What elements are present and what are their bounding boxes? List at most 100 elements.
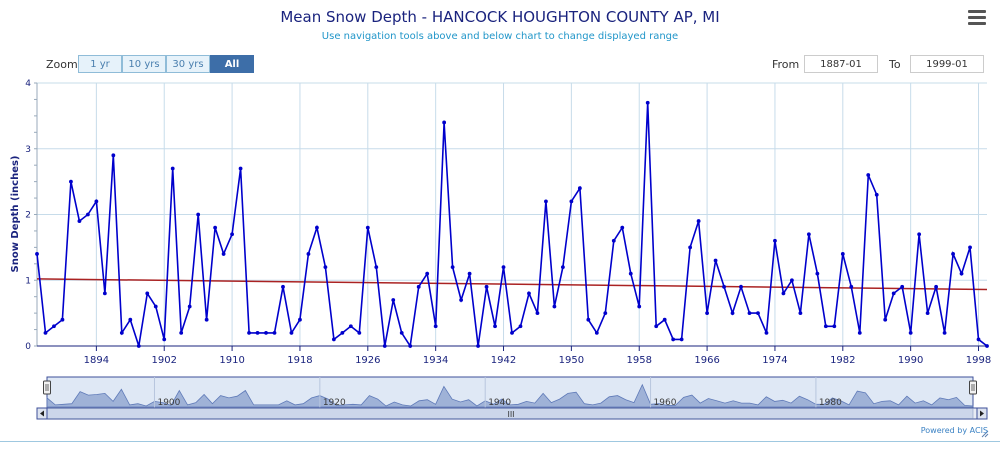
data-point[interactable] xyxy=(408,344,413,348)
data-point[interactable] xyxy=(959,271,964,276)
data-point[interactable] xyxy=(594,330,599,335)
data-point[interactable] xyxy=(272,330,277,335)
data-point[interactable] xyxy=(459,298,464,302)
data-point[interactable] xyxy=(527,291,531,296)
data-point[interactable] xyxy=(196,212,201,217)
data-point[interactable] xyxy=(866,173,871,177)
data-point[interactable] xyxy=(790,278,794,283)
data-point[interactable] xyxy=(773,238,777,243)
data-point[interactable] xyxy=(281,284,285,289)
data-point[interactable] xyxy=(204,317,209,322)
data-point[interactable] xyxy=(891,291,896,296)
data-point[interactable] xyxy=(179,330,184,335)
data-point[interactable] xyxy=(781,291,786,296)
data-point[interactable] xyxy=(637,304,642,309)
data-point[interactable] xyxy=(501,265,506,269)
data-point[interactable] xyxy=(654,324,659,329)
data-point[interactable] xyxy=(976,337,981,342)
data-point[interactable] xyxy=(679,337,684,342)
data-point[interactable] xyxy=(840,252,845,256)
data-point[interactable] xyxy=(535,311,540,316)
data-point[interactable] xyxy=(696,219,701,223)
data-point[interactable] xyxy=(806,232,811,237)
data-point[interactable] xyxy=(476,344,480,348)
data-point[interactable] xyxy=(433,324,438,329)
data-point[interactable] xyxy=(518,324,523,329)
data-point[interactable] xyxy=(442,120,447,125)
data-point[interactable] xyxy=(306,252,311,256)
data-point[interactable] xyxy=(611,238,616,243)
data-point[interactable] xyxy=(942,330,947,335)
data-point[interactable] xyxy=(425,271,430,276)
data-point[interactable] xyxy=(951,252,955,256)
data-point[interactable] xyxy=(849,284,854,289)
data-point[interactable] xyxy=(162,337,167,342)
data-point[interactable] xyxy=(823,324,828,329)
data-point[interactable] xyxy=(484,284,489,289)
navigator-right-handle[interactable] xyxy=(969,380,977,395)
data-point[interactable] xyxy=(340,330,345,335)
data-point[interactable] xyxy=(77,219,82,223)
data-point[interactable] xyxy=(247,330,251,335)
data-point[interactable] xyxy=(688,245,693,250)
data-point[interactable] xyxy=(43,330,48,335)
data-point[interactable] xyxy=(136,344,141,348)
data-point[interactable] xyxy=(764,330,769,335)
data-point[interactable] xyxy=(620,225,625,230)
data-point[interactable] xyxy=(119,330,124,335)
data-point[interactable] xyxy=(968,245,972,250)
data-point[interactable] xyxy=(832,324,837,329)
to-date-input[interactable]: 1999-01 xyxy=(910,55,984,73)
data-point[interactable] xyxy=(145,291,150,296)
data-point[interactable] xyxy=(747,311,752,316)
data-point[interactable] xyxy=(365,225,370,230)
data-point[interactable] xyxy=(645,100,650,105)
data-point[interactable] xyxy=(391,298,396,302)
zoom-all-button[interactable]: All xyxy=(210,55,254,73)
data-point[interactable] xyxy=(586,317,591,322)
data-point[interactable] xyxy=(298,317,302,322)
data-point[interactable] xyxy=(35,252,39,256)
data-point[interactable] xyxy=(925,311,930,316)
from-date-input[interactable]: 1887-01 xyxy=(804,55,878,73)
data-point[interactable] xyxy=(111,153,116,158)
data-point[interactable] xyxy=(662,317,667,322)
data-point[interactable] xyxy=(569,199,574,204)
data-point[interactable] xyxy=(713,258,718,263)
data-point[interactable] xyxy=(238,166,243,171)
navigator-left-handle[interactable] xyxy=(43,380,51,395)
data-point[interactable] xyxy=(544,199,548,204)
data-point[interactable] xyxy=(323,265,328,269)
data-point[interactable] xyxy=(170,166,175,171)
data-point[interactable] xyxy=(857,330,862,335)
data-point[interactable] xyxy=(374,265,379,269)
data-point[interactable] xyxy=(331,337,336,342)
data-point[interactable] xyxy=(874,192,879,197)
data-point[interactable] xyxy=(187,304,192,309)
data-point[interactable] xyxy=(705,311,709,316)
data-point[interactable] xyxy=(69,179,73,184)
data-point[interactable] xyxy=(85,212,90,217)
data-point[interactable] xyxy=(264,330,268,335)
resize-corner-icon[interactable] xyxy=(981,430,989,438)
hamburger-menu-icon[interactable] xyxy=(968,10,986,26)
data-point[interactable] xyxy=(255,330,260,335)
data-point[interactable] xyxy=(382,344,387,348)
data-point[interactable] xyxy=(671,337,676,342)
range-navigator[interactable]: 1900 1920 1940 1960 1980 III xyxy=(36,376,989,438)
zoom-10yrs-button[interactable]: 10 yrs xyxy=(122,55,166,73)
data-point[interactable] xyxy=(153,304,158,309)
data-point[interactable] xyxy=(883,317,888,322)
data-point[interactable] xyxy=(213,225,218,230)
data-point[interactable] xyxy=(985,344,989,348)
data-point[interactable] xyxy=(739,284,743,289)
data-point[interactable] xyxy=(357,330,362,335)
data-point[interactable] xyxy=(722,284,726,289)
data-point[interactable] xyxy=(577,186,582,191)
data-point[interactable] xyxy=(603,311,608,316)
data-point[interactable] xyxy=(815,271,820,276)
data-point[interactable] xyxy=(416,284,421,289)
data-point[interactable] xyxy=(730,311,735,316)
data-point[interactable] xyxy=(493,324,497,329)
zoom-30yrs-button[interactable]: 30 yrs xyxy=(166,55,210,73)
